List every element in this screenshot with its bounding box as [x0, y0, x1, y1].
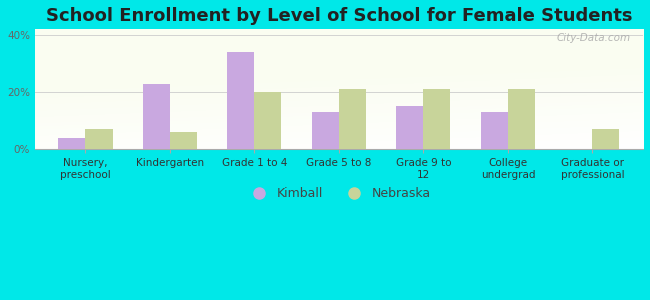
Bar: [143, 83, 170, 149]
Bar: [339, 89, 366, 149]
Bar: [254, 92, 281, 149]
Text: City-Data.com: City-Data.com: [557, 33, 631, 43]
Bar: [58, 138, 86, 149]
Bar: [170, 132, 197, 149]
Bar: [508, 89, 535, 149]
Bar: [592, 129, 619, 149]
Bar: [312, 112, 339, 149]
Bar: [423, 89, 450, 149]
Bar: [481, 112, 508, 149]
Bar: [227, 52, 254, 149]
Legend: Kimball, Nebraska: Kimball, Nebraska: [242, 182, 436, 205]
Bar: [86, 129, 112, 149]
Title: School Enrollment by Level of School for Female Students: School Enrollment by Level of School for…: [46, 7, 632, 25]
Bar: [396, 106, 423, 149]
